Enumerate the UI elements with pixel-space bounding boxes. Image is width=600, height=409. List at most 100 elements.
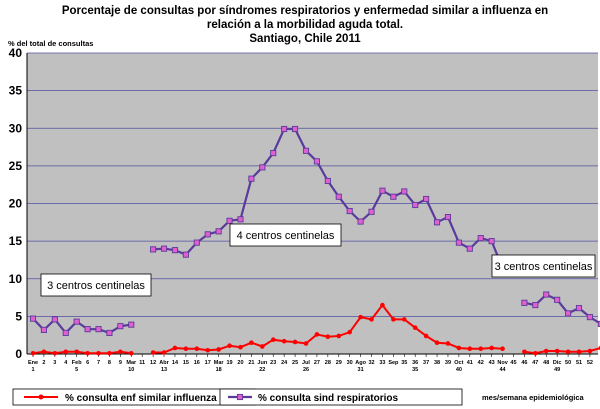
data-point-respiratorios <box>193 239 200 246</box>
x-tick-label: 27 <box>314 360 320 366</box>
x-tick-label: Ago <box>355 360 366 366</box>
data-point-respiratorios <box>401 188 408 195</box>
y-tick-label: 40 <box>9 46 23 60</box>
data-point-respiratorios <box>423 195 430 203</box>
data-point-respiratorios <box>313 158 320 165</box>
data-point-respiratorios <box>182 251 189 258</box>
data-point-influenza <box>445 341 451 346</box>
data-point-respiratorios <box>117 323 124 330</box>
data-point-influenza <box>74 349 79 355</box>
x-axis-label: mes/semana epidemiológica <box>482 393 585 402</box>
x-tick-label: Sep <box>388 360 399 366</box>
x-tick-label: 7 <box>97 360 100 366</box>
data-point-respiratorios <box>444 213 452 221</box>
y-tick-label: 15 <box>9 234 23 248</box>
data-point-respiratorios <box>521 299 528 306</box>
y-tick-label: 10 <box>9 272 23 286</box>
x-tick-label: 45 <box>510 360 516 366</box>
data-point-influenza <box>161 350 167 355</box>
data-point-influenza <box>194 346 200 352</box>
chart-title-line-3: Santiago, Chile 2011 <box>249 33 361 45</box>
data-point-respiratorios <box>73 318 80 325</box>
data-point-respiratorios <box>150 246 157 253</box>
y-axis-ticks: 0 5 10 15 20 25 30 35 40 <box>9 46 23 361</box>
x-tick-label: 14 <box>172 360 179 366</box>
annotation-box-3: 3 centros centinelas <box>491 254 596 278</box>
data-point-influenza <box>554 348 560 354</box>
data-point-influenza <box>303 341 309 346</box>
x-tick-sublabel: 40 <box>456 367 462 373</box>
legend-item-2-frame <box>219 388 463 406</box>
x-tick-label: Mar <box>214 360 225 366</box>
x-tick-label: 36 <box>412 360 418 366</box>
x-tick-label: 4 <box>64 360 68 366</box>
x-tick-label: 6 <box>86 360 89 366</box>
data-point-respiratorios <box>488 238 495 245</box>
x-tick-label: 19 <box>226 360 232 366</box>
x-tick-label: 25 <box>292 360 298 366</box>
data-point-respiratorios <box>204 231 211 238</box>
data-point-respiratorios <box>237 216 244 223</box>
x-tick-label: 12 <box>150 360 156 366</box>
data-point-influenza <box>41 349 47 355</box>
x-tick-label: Jun <box>257 360 267 366</box>
data-point-influenza <box>336 333 342 339</box>
series-influenza-line <box>32 350 132 355</box>
x-tick-label: 48 <box>543 360 549 366</box>
data-point-influenza <box>576 349 582 355</box>
data-point-respiratorios <box>128 321 135 328</box>
data-point-influenza <box>423 333 429 339</box>
y-tick-label: 0 <box>15 347 22 361</box>
annotation-box-3-frame <box>491 254 596 278</box>
x-tick-label: 21 <box>248 360 254 366</box>
annotation-box-2-frame <box>229 223 342 247</box>
data-point-influenza <box>325 334 331 339</box>
data-point-influenza <box>63 349 69 355</box>
x-tick-label: 9 <box>119 360 122 366</box>
x-tick-label: 52 <box>587 360 593 366</box>
data-point-influenza <box>128 350 134 356</box>
series-layer <box>29 125 600 356</box>
data-point-respiratorios <box>226 217 233 224</box>
data-point-respiratorios <box>575 305 583 312</box>
data-point-influenza <box>118 349 123 355</box>
x-tick-label: 3 <box>53 360 56 366</box>
data-point-respiratorios <box>586 314 593 321</box>
data-point-respiratorios <box>554 296 561 303</box>
data-point-respiratorios <box>270 150 277 157</box>
x-tick-sublabel: 1 <box>31 367 34 373</box>
data-point-influenza <box>456 345 462 351</box>
x-tick-label: 37 <box>423 360 429 366</box>
x-tick-sublabel: 13 <box>161 367 167 373</box>
x-tick-label: 11 <box>139 360 145 366</box>
y-tick-label: 5 <box>15 309 22 323</box>
data-point-influenza <box>358 314 363 320</box>
x-tick-label: 41 <box>467 360 473 366</box>
data-point-influenza <box>533 350 538 356</box>
chart-title-line-2: relación a la morbilidad aguda total. <box>207 19 403 31</box>
data-point-influenza <box>270 337 276 343</box>
data-point-influenza <box>434 340 440 346</box>
x-tick-label: 29 <box>336 360 342 366</box>
data-point-respiratorios <box>412 201 419 209</box>
x-tick-label: 39 <box>445 360 451 366</box>
x-tick-label: Feb <box>72 360 82 366</box>
legend-item-1-label: % consulta enf similar influenza <box>65 393 217 404</box>
x-tick-label: 46 <box>521 360 527 366</box>
data-point-influenza <box>172 345 178 351</box>
legend-item-2-symbol <box>228 393 252 401</box>
x-tick-label: Dic <box>553 360 562 366</box>
x-tick-sublabel: 49 <box>554 367 560 373</box>
data-point-respiratorios <box>390 193 397 200</box>
data-point-influenza <box>489 345 494 351</box>
data-point-respiratorios <box>51 316 58 323</box>
data-point-influenza <box>412 325 418 330</box>
data-point-influenza <box>107 350 112 356</box>
legend: % consulta enf similar influenza % consu… <box>12 388 463 406</box>
annotation-box-1-frame <box>40 273 152 297</box>
x-tick-sublabel: 18 <box>216 367 222 373</box>
data-point-respiratorios <box>160 245 168 252</box>
data-point-respiratorios <box>532 302 539 309</box>
